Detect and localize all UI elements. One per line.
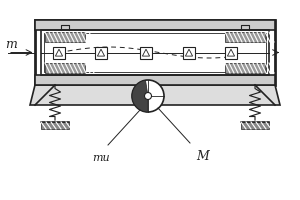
Text: M: M	[196, 150, 209, 163]
Polygon shape	[56, 49, 63, 56]
Text: mu: mu	[92, 153, 110, 163]
Bar	[41, 122, 69, 129]
Circle shape	[132, 80, 164, 112]
Bar	[183, 46, 195, 58]
Bar	[225, 63, 265, 73]
Polygon shape	[185, 49, 193, 56]
Bar	[225, 32, 265, 42]
Bar	[140, 46, 152, 58]
Polygon shape	[98, 49, 105, 56]
Bar	[45, 63, 85, 73]
Bar	[95, 46, 107, 58]
Bar	[35, 20, 275, 30]
Bar	[41, 30, 269, 75]
Polygon shape	[142, 49, 150, 56]
Bar	[35, 75, 275, 85]
Bar	[35, 75, 275, 85]
Bar	[35, 20, 275, 85]
Polygon shape	[227, 49, 235, 56]
Text: m: m	[5, 38, 17, 50]
Bar	[35, 20, 275, 30]
Polygon shape	[132, 80, 148, 112]
Bar	[53, 46, 65, 58]
Circle shape	[145, 92, 152, 99]
Bar	[45, 32, 85, 42]
Bar	[241, 122, 269, 129]
Bar	[225, 46, 237, 58]
Polygon shape	[30, 85, 280, 105]
Bar	[44, 33, 266, 72]
